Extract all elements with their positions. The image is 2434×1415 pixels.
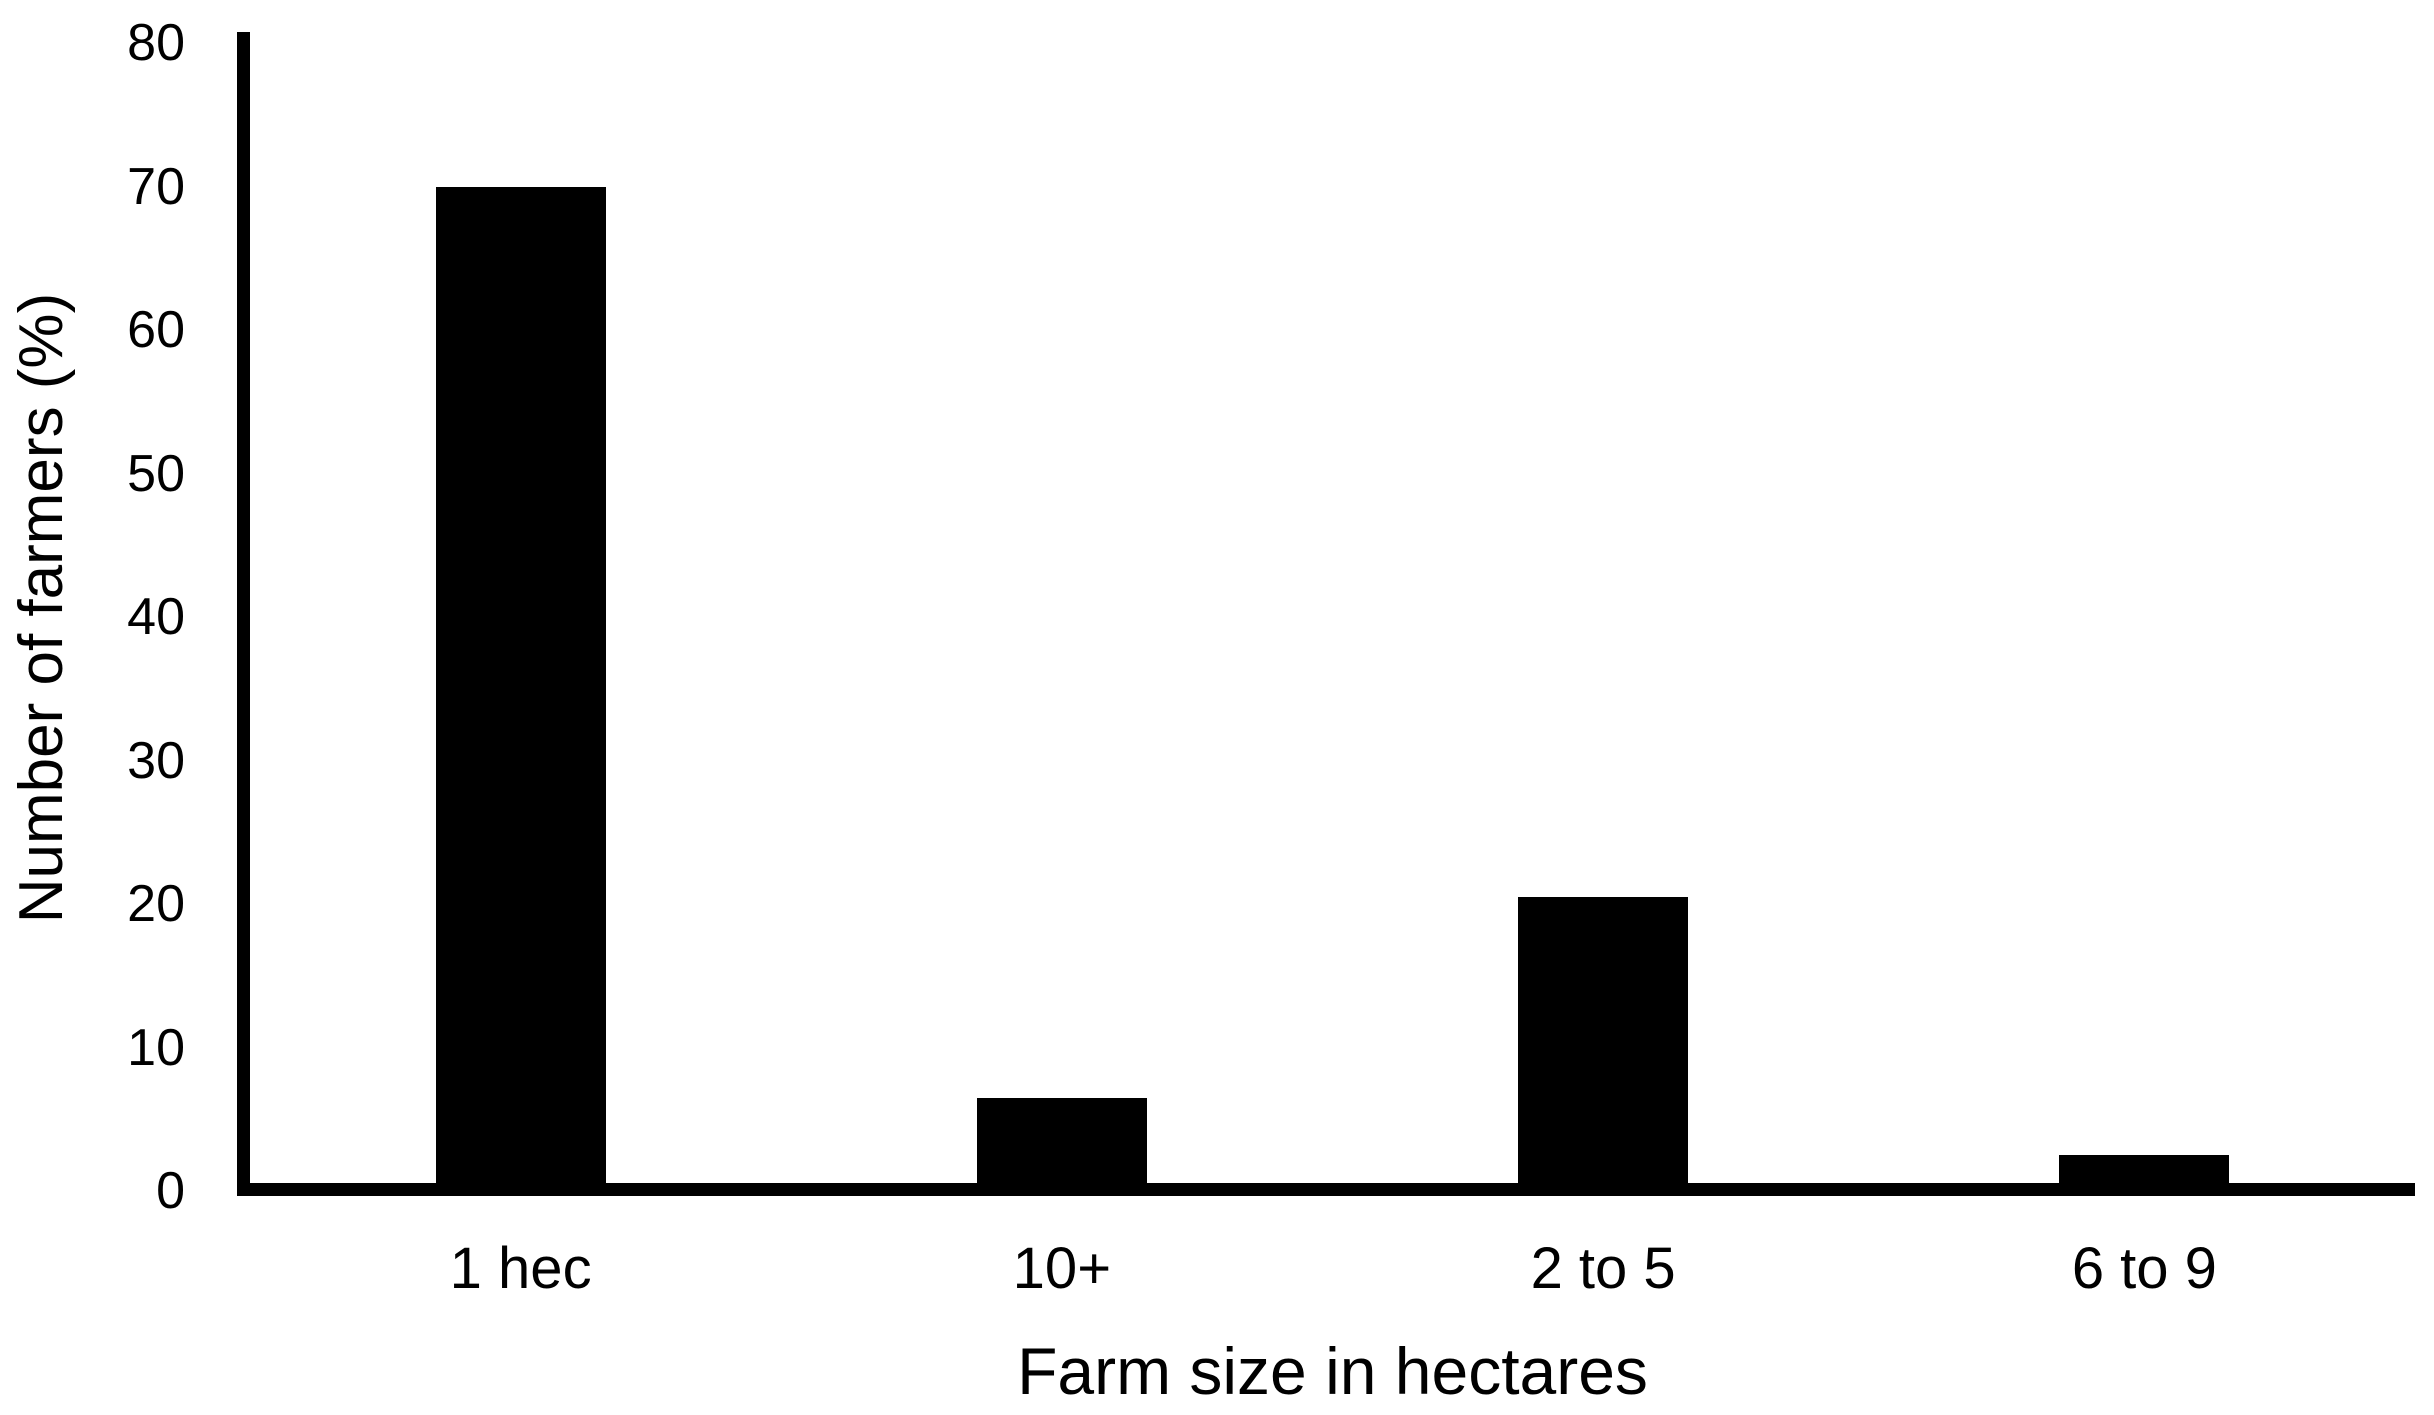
y-axis-ticks: 0 10 20 30 40 50 60 70 80	[0, 17, 185, 1217]
plot-area	[237, 32, 2415, 1196]
bar	[976, 1097, 1147, 1183]
x-tick-label: 2 to 5	[1530, 1236, 1676, 1301]
y-tick-label: 20	[127, 875, 185, 933]
y-tick-label: 30	[127, 731, 185, 790]
y-tick-label: 40	[127, 588, 185, 646]
bar	[2059, 1155, 2230, 1183]
x-tick-label: 1 hec	[449, 1236, 592, 1301]
y-tick-label: 0	[156, 1162, 185, 1220]
y-tick-label: 70	[127, 157, 185, 216]
bar	[435, 186, 606, 1183]
x-tick-label: 10+	[1012, 1236, 1112, 1301]
y-tick-label: 80	[127, 14, 185, 72]
y-tick-label: 50	[127, 444, 185, 503]
x-axis-title: Farm size in hectares	[1017, 1334, 1648, 1408]
y-tick-label: 10	[127, 1018, 185, 1077]
bar	[1518, 896, 1689, 1183]
y-tick-label: 60	[127, 301, 185, 359]
x-tick-label: 6 to 9	[2071, 1236, 2217, 1301]
bars-layer	[250, 32, 2415, 1183]
